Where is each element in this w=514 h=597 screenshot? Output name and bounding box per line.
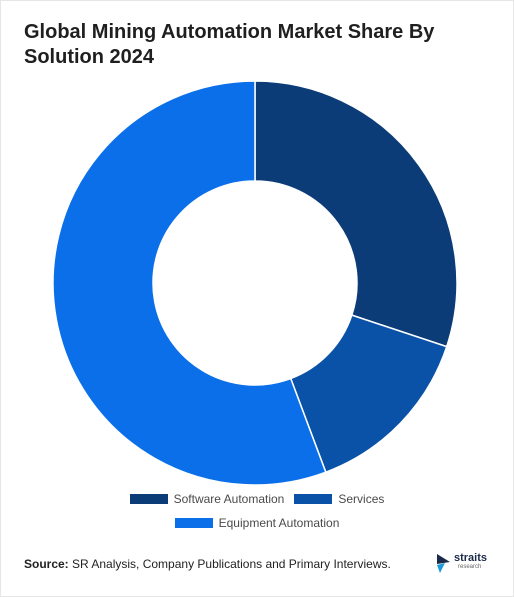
donut-slice-services[interactable]	[289, 314, 448, 474]
legend-swatch-software-automation	[129, 494, 168, 504]
straits-research-logo: straits research	[436, 551, 496, 575]
legend-item-services[interactable]: Services	[294, 492, 384, 506]
source-label: Source:	[24, 557, 69, 571]
legend-row-2: Equipment Automation	[0, 516, 514, 530]
legend-label-equipment-automation: Equipment Automation	[218, 516, 340, 530]
logo-word: straits	[454, 552, 488, 564]
chart-title: Global Mining Automation Market Share By…	[24, 21, 435, 68]
legend-row-1: Software Automation Services	[0, 492, 514, 506]
legend-label-services: Services	[338, 492, 385, 506]
legend-label-software-automation: Software Automation	[173, 492, 285, 506]
source-text: SR Analysis, Company Publications and Pr…	[68, 557, 391, 571]
legend-swatch-services	[294, 494, 333, 504]
donut-slice-equipment-automation[interactable]	[52, 80, 327, 486]
source-note: Source: SR Analysis, Company Publication…	[24, 557, 391, 571]
logo-mark-icon	[437, 554, 450, 573]
legend-swatch-equipment-automation	[174, 518, 213, 528]
logo-sub: research	[458, 564, 482, 570]
legend-item-equipment-automation[interactable]: Equipment Automation	[174, 516, 340, 530]
donut-slice-software-automation[interactable]	[254, 80, 458, 348]
legend-item-software-automation[interactable]: Software Automation	[129, 492, 285, 506]
